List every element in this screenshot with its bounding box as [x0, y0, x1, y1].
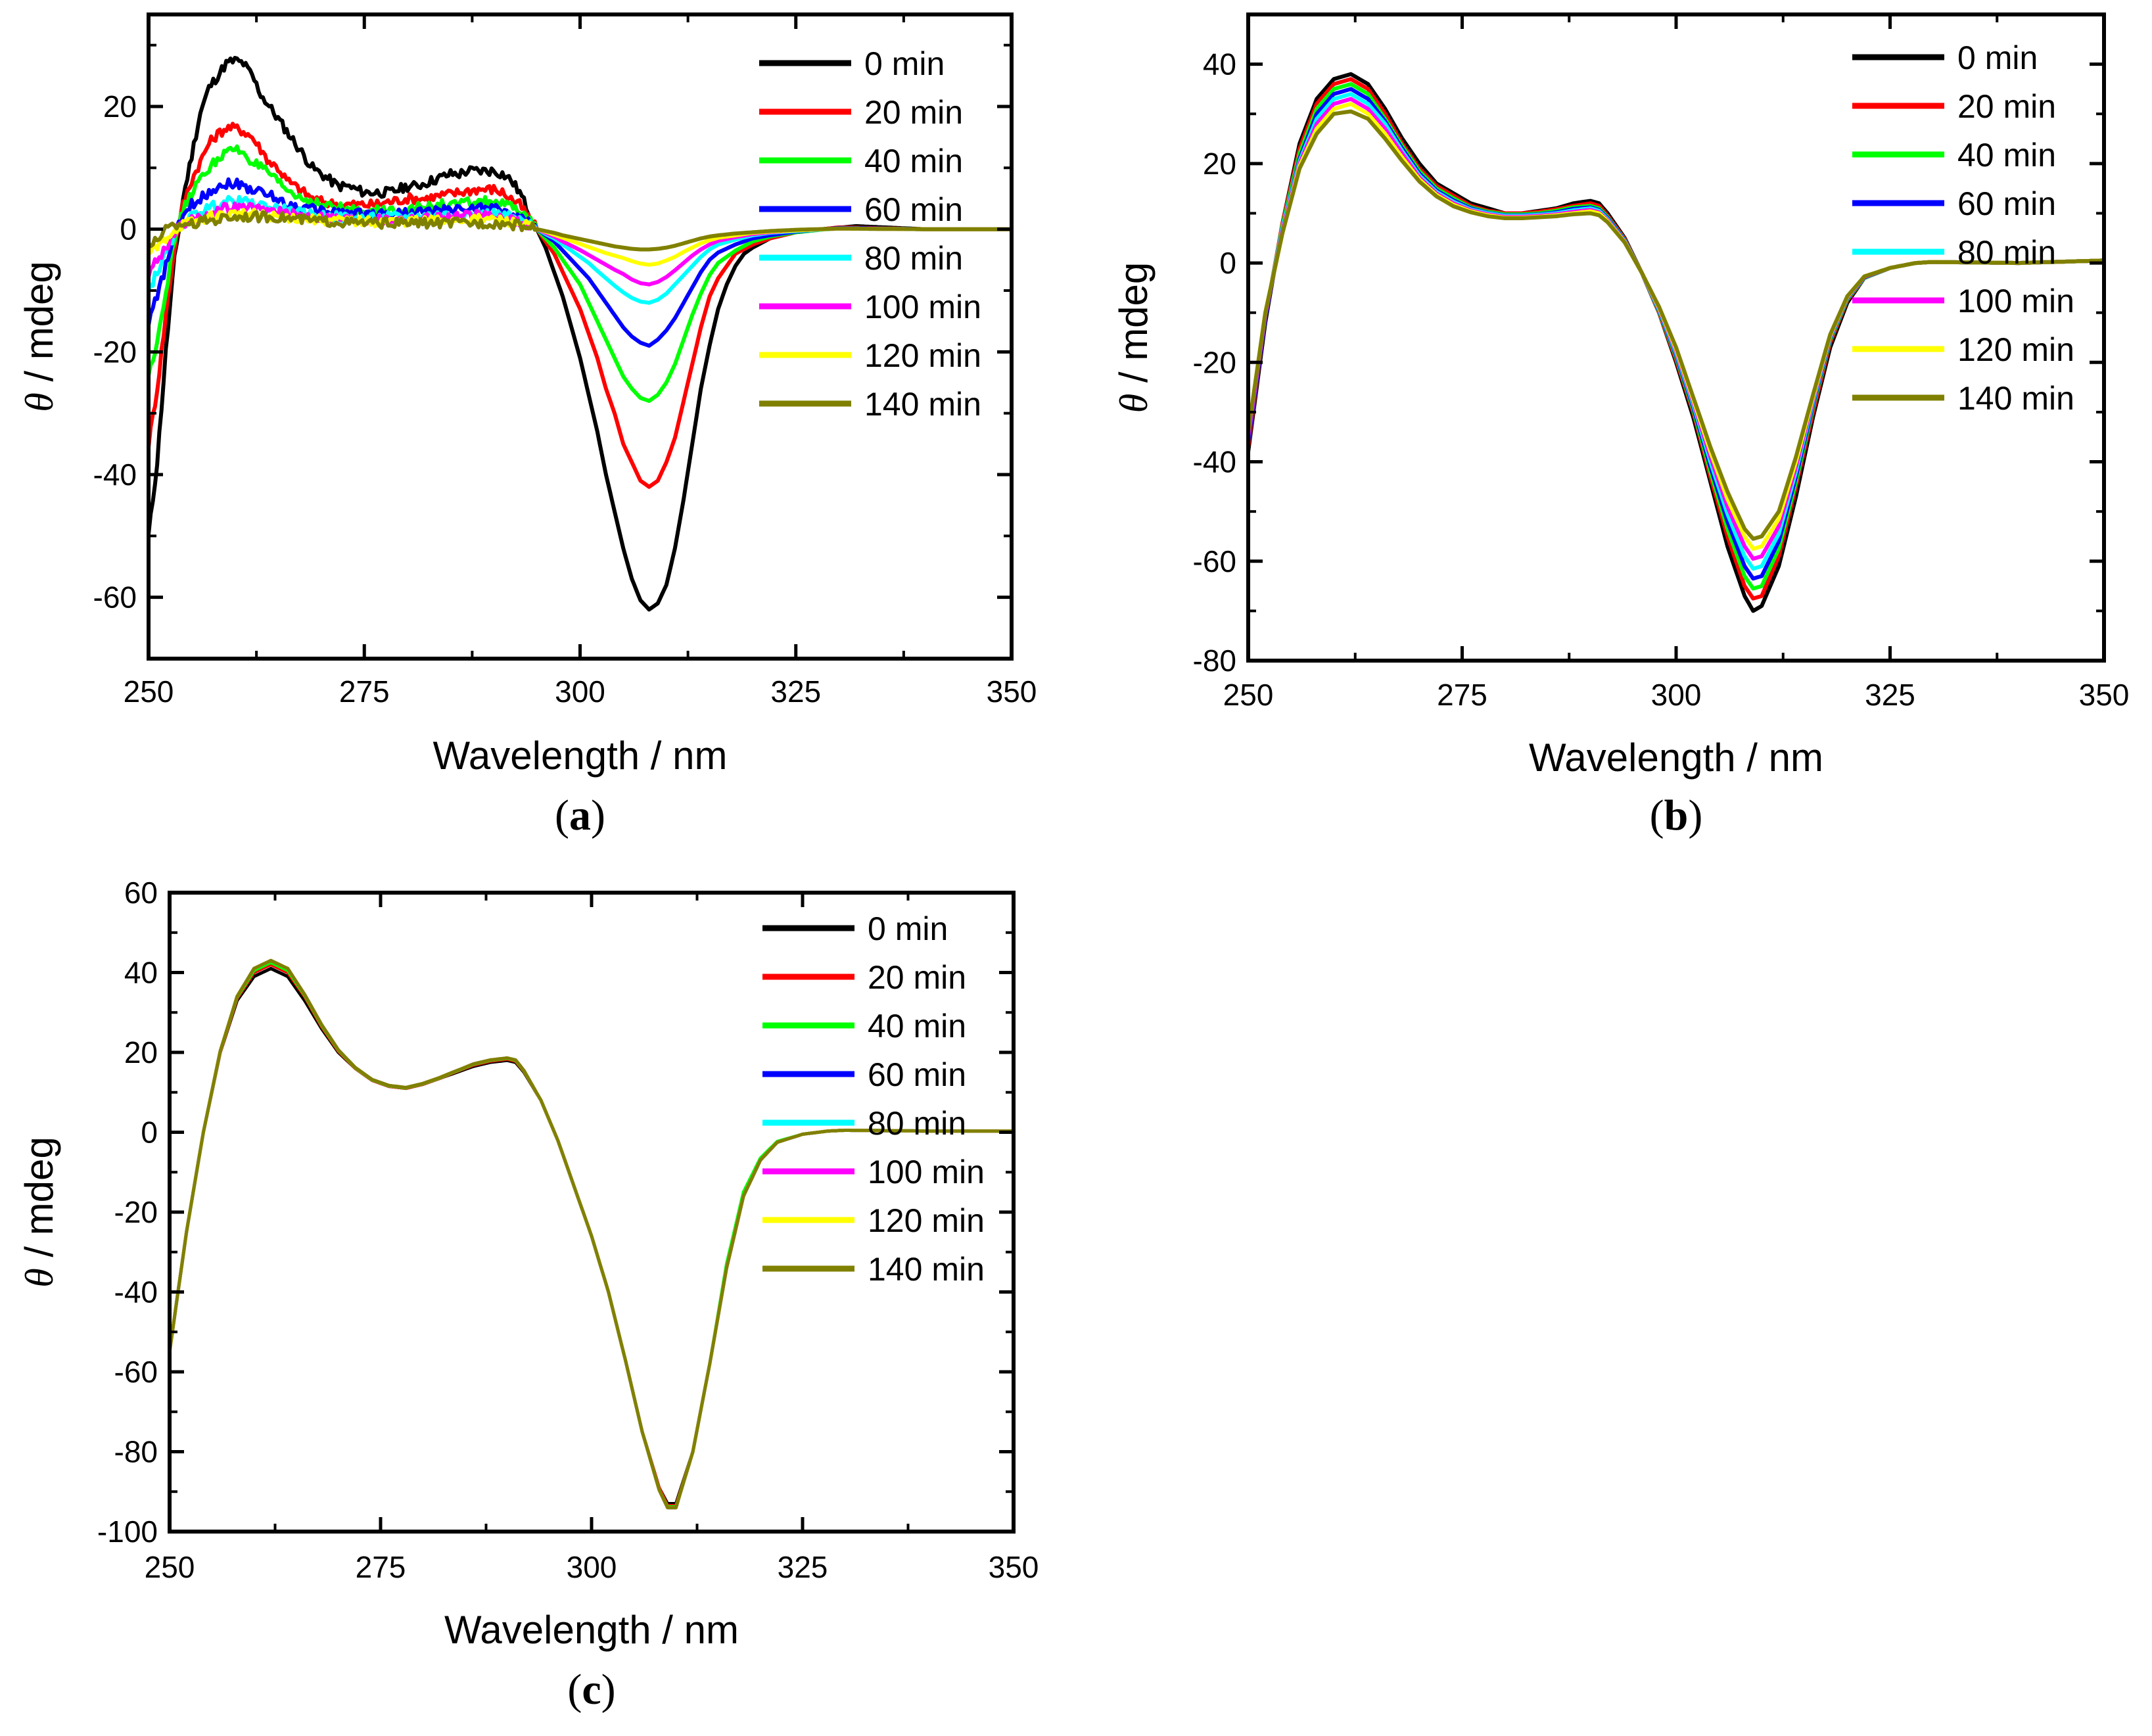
series-line-140-min [170, 958, 1014, 1510]
y-tick-label: -20 [93, 335, 137, 369]
caption-letter: a [569, 791, 591, 839]
caption-open: ( [1650, 791, 1664, 839]
x-tick-label: 250 [145, 1550, 195, 1584]
y-tick-label: -80 [1193, 644, 1236, 678]
caption-close: ) [601, 1666, 616, 1714]
legend-label: 60 min [1957, 185, 2056, 222]
legend-label: 120 min [1957, 331, 2074, 368]
y-tick-label: -40 [1193, 445, 1236, 479]
y-axis-unit: / mdeg [17, 261, 61, 392]
caption-close: ) [591, 791, 605, 839]
y-tick-label: 40 [124, 956, 158, 990]
legend-label: 40 min [868, 1008, 966, 1044]
legend-label: 40 min [1957, 137, 2056, 174]
y-tick-label: 0 [1219, 246, 1236, 280]
x-tick-label: 325 [770, 674, 821, 709]
series-line-140-min [149, 210, 1012, 252]
y-tick-label: -40 [114, 1275, 158, 1309]
x-axis-title: Wavelength / nm [444, 1608, 739, 1652]
x-tick-label: 350 [987, 674, 1037, 709]
legend-label: 100 min [868, 1154, 985, 1190]
legend: 0 min 20 min 40 min 60 min 80 min 100 min 120 … [762, 910, 985, 1288]
legend-label: 60 min [868, 1056, 966, 1093]
panel-caption: (c) [567, 1666, 615, 1714]
y-axis-unit: / mdeg [1111, 262, 1156, 394]
x-tick-label: 275 [339, 674, 390, 709]
legend-label: 100 min [864, 289, 981, 325]
x-tick-label: 300 [567, 1550, 617, 1584]
y-tick-label: -80 [114, 1435, 158, 1469]
legend-label: 140 min [864, 386, 981, 423]
legend: 0 min 20 min 40 min 60 min 80 min 100 min 120 … [1852, 39, 2074, 417]
panel-c: 250 275 300 325 350 -100 -80 -60 -40 -20 0 20 40 60 Wa… [17, 876, 1039, 1714]
x-tick-label: 250 [1223, 678, 1274, 712]
legend-label: 0 min [868, 910, 948, 947]
series-group [170, 958, 1014, 1510]
y-tick-label: 20 [1203, 147, 1236, 181]
legend-label: 60 min [864, 191, 963, 228]
panel-caption: (a) [555, 791, 605, 839]
y-tick-label: -20 [114, 1195, 158, 1229]
y-tick-label: -60 [114, 1355, 158, 1389]
x-axis-title: Wavelength / nm [433, 734, 728, 778]
x-tick-label: 350 [2079, 678, 2130, 712]
legend-label: 40 min [864, 143, 963, 179]
y-tick-label: -40 [93, 457, 137, 492]
x-tick-label: 250 [124, 674, 174, 709]
y-tick-label: 60 [124, 876, 158, 910]
legend-label: 20 min [868, 959, 966, 996]
x-tick-label: 350 [989, 1550, 1039, 1584]
caption-open: ( [555, 791, 569, 839]
x-tick-label: 325 [1865, 678, 1915, 712]
legend-label: 20 min [1957, 88, 2056, 125]
legend-label: 80 min [864, 240, 963, 277]
y-tick-label: -60 [93, 580, 137, 615]
y-tick-label: -100 [97, 1514, 158, 1549]
y-tick-label: -20 [1193, 345, 1236, 379]
caption-letter: c [582, 1666, 601, 1714]
y-axis-unit: / mdeg [17, 1137, 61, 1268]
legend-label: 120 min [864, 337, 981, 374]
series-line-0-min [149, 56, 1012, 612]
legend-label: 20 min [864, 94, 963, 131]
series-group [149, 56, 1012, 612]
legend-label: 0 min [1957, 39, 2038, 76]
legend-label: 140 min [868, 1251, 985, 1288]
y-tick-label: 40 [1203, 47, 1236, 82]
caption-open: ( [567, 1666, 582, 1714]
caption-close: ) [1688, 791, 1702, 839]
legend-label: 80 min [1957, 234, 2056, 271]
y-tick-label: 0 [141, 1115, 158, 1150]
y-tick-label: 0 [120, 212, 137, 246]
y-axis-title: θ / mdeg [17, 261, 61, 412]
legend-label: 140 min [1957, 380, 2074, 417]
series-line-140-min [1248, 109, 2104, 541]
y-axis-symbol: θ [18, 1268, 61, 1287]
y-tick-label: -60 [1193, 544, 1236, 578]
legend-label: 0 min [864, 45, 945, 82]
y-axis-title: θ / mdeg [17, 1137, 61, 1288]
y-axis-title: θ / mdeg [1111, 262, 1156, 413]
y-axis-symbol: θ [1112, 394, 1156, 413]
legend-label: 80 min [868, 1105, 966, 1142]
legend-label: 120 min [868, 1202, 985, 1239]
x-tick-label: 300 [1651, 678, 1702, 712]
y-tick-label: 20 [103, 89, 137, 124]
panel-caption: (b) [1650, 791, 1703, 839]
caption-letter: b [1664, 791, 1689, 839]
x-tick-label: 300 [555, 674, 605, 709]
x-tick-label: 275 [356, 1550, 406, 1584]
y-tick-label: 20 [124, 1035, 158, 1069]
x-axis-title: Wavelength / nm [1529, 736, 1823, 780]
panel-b: 250 275 300 325 350 -80 -60 -40 -20 0 20 40 Waveleng… [1111, 12, 2130, 839]
legend-label: 100 min [1957, 283, 2074, 319]
series-group [1248, 72, 2104, 613]
legend: 0 min 20 min 40 min 60 min 80 min 100 min 120 … [759, 45, 981, 423]
y-axis-symbol: θ [18, 392, 61, 411]
x-tick-label: 325 [778, 1550, 828, 1584]
panel-a: 250 275 300 325 350 -60 -40 -20 0 20 Wavelength / … [17, 12, 1037, 839]
x-tick-label: 275 [1437, 678, 1487, 712]
